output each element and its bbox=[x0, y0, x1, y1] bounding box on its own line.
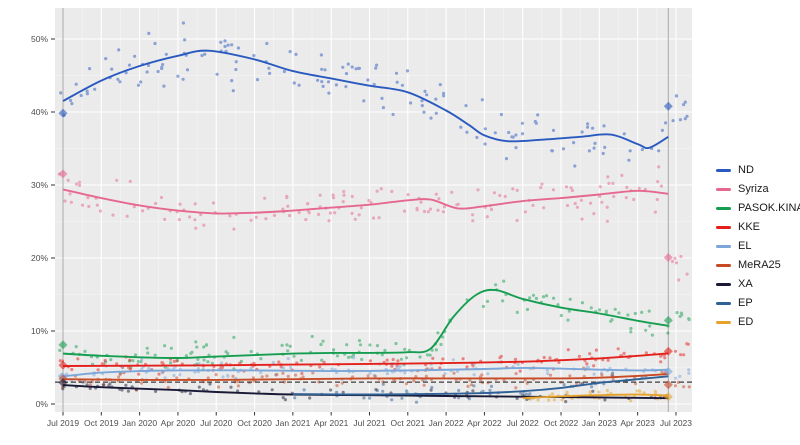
x-tick-label: Jul 2021 bbox=[353, 418, 385, 428]
legend-label: MeRA25 bbox=[738, 259, 781, 271]
legend-label: XA bbox=[738, 278, 753, 290]
legend-swatch-MeRA25 bbox=[716, 264, 731, 267]
election-result-markers bbox=[58, 108, 68, 388]
trend-line-EP bbox=[292, 375, 669, 396]
y-tick-label: 50% bbox=[31, 34, 48, 44]
legend-swatch-EP bbox=[716, 302, 731, 305]
x-tick-label: Oct 2021 bbox=[391, 418, 426, 428]
y-tick-label: 0% bbox=[36, 399, 49, 409]
y-tick-label: 10% bbox=[31, 326, 48, 336]
trend-line-PASOK.KINAL bbox=[62, 288, 669, 359]
legend-item-PASOK.KINAL: PASOK.KINAL bbox=[716, 199, 800, 218]
x-tick-label: Jan 2021 bbox=[275, 418, 310, 428]
trend-line-MeRA25 bbox=[62, 373, 669, 381]
x-tick-label: Apr 2021 bbox=[314, 418, 349, 428]
x-tick-label: Jul 2023 bbox=[660, 418, 692, 428]
x-tick-label: Jan 2020 bbox=[122, 418, 157, 428]
x-tick-label: Oct 2020 bbox=[237, 418, 272, 428]
x-tick-label: Jan 2022 bbox=[429, 418, 464, 428]
trend-line-Syriza bbox=[62, 188, 669, 215]
scatter-PASOK.KINAL bbox=[58, 279, 691, 375]
legend-label: Syriza bbox=[738, 183, 769, 195]
legend-item-XA: XA bbox=[716, 275, 800, 294]
legend-item-EP: EP bbox=[716, 294, 800, 313]
trend-line-ED bbox=[522, 393, 669, 400]
trend-line-ND bbox=[62, 49, 669, 150]
election-result-markers bbox=[663, 101, 673, 402]
legend-swatch-ED bbox=[716, 321, 731, 324]
legend-swatch-EL bbox=[716, 245, 731, 248]
x-tick-label: Oct 2019 bbox=[84, 418, 119, 428]
legend-item-KKE: KKE bbox=[716, 218, 800, 237]
y-axis: 0% 10% 20% 30% 40% 50% bbox=[31, 34, 55, 409]
scatter-ND bbox=[59, 21, 689, 168]
legend-item-ND: ND bbox=[716, 161, 800, 180]
legend-label: EP bbox=[738, 297, 753, 309]
legend-item-ED: ED bbox=[716, 313, 800, 332]
y-tick-label: 40% bbox=[31, 107, 48, 117]
trend-line-EL bbox=[62, 366, 669, 378]
y-tick-label: 20% bbox=[31, 253, 48, 263]
legend-swatch-KKE bbox=[716, 226, 731, 229]
legend-swatch-PASOK.KINAL bbox=[716, 207, 731, 210]
x-tick-label: Apr 2020 bbox=[161, 418, 196, 428]
trend-line-KKE bbox=[62, 352, 669, 367]
legend-label: ND bbox=[738, 164, 754, 176]
legend-item-MeRA25: MeRA25 bbox=[716, 256, 800, 275]
x-tick-label: Oct 2022 bbox=[544, 418, 579, 428]
legend-swatch-XA bbox=[716, 283, 731, 286]
y-tick-label: 30% bbox=[31, 180, 48, 190]
legend-label: KKE bbox=[738, 221, 761, 233]
legend-label: ED bbox=[738, 316, 754, 328]
legend-swatch-Syriza bbox=[716, 188, 731, 191]
x-axis: Jul 2019 Oct 2019 Jan 2020 Apr 2020 Jul 2020… bbox=[47, 412, 692, 428]
legend: ND Syriza PASOK.KINAL KKE EL MeRA25 XA EP ED bbox=[716, 161, 800, 332]
scatter-Syriza bbox=[57, 165, 689, 282]
legend-item-EL: EL bbox=[716, 237, 800, 256]
x-tick-label: Apr 2023 bbox=[620, 418, 655, 428]
x-tick-label: Apr 2022 bbox=[467, 418, 502, 428]
x-tick-label: Jan 2023 bbox=[582, 418, 617, 428]
legend-label: EL bbox=[738, 240, 752, 252]
x-tick-label: Jul 2020 bbox=[200, 418, 232, 428]
legend-swatch-ND bbox=[716, 169, 731, 172]
legend-item-Syriza: Syriza bbox=[716, 180, 800, 199]
x-tick-label: Jul 2019 bbox=[47, 418, 79, 428]
legend-label: PASOK.KINAL bbox=[738, 202, 800, 214]
x-tick-label: Jul 2022 bbox=[507, 418, 539, 428]
